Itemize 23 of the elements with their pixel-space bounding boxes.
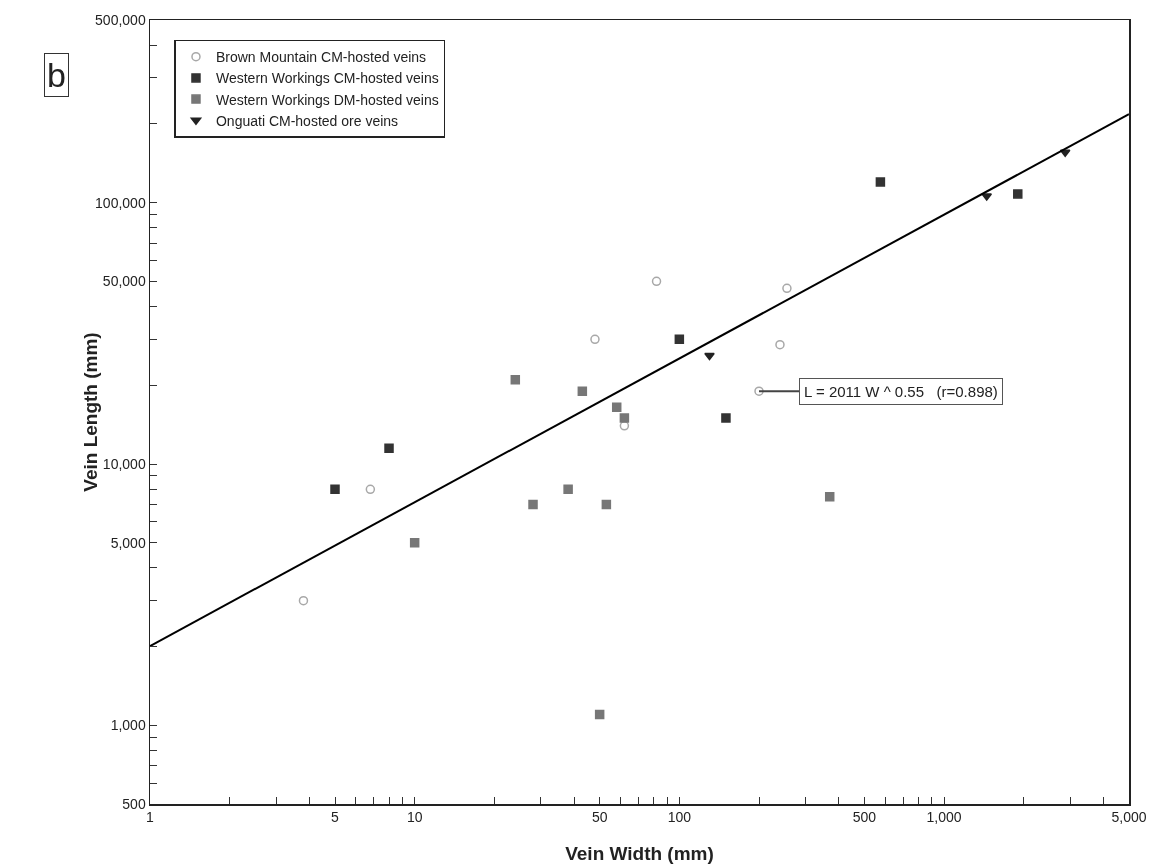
y-tick-label: 500,000 — [95, 11, 146, 28]
x-tick-label: 5,000 — [1111, 809, 1147, 826]
y-tick-label: 50,000 — [102, 273, 146, 290]
legend-label: Brown Mountain CM-hosted veins — [215, 49, 427, 66]
text: b — [47, 56, 66, 94]
legend-label: Onguati CM-hosted ore veins — [215, 112, 399, 129]
y-tick-label: 10,000 — [102, 455, 146, 472]
x-tick-label: 100 — [667, 809, 692, 826]
x-tick-label: 50 — [591, 809, 608, 826]
legend-label: Western Workings CM-hosted veins — [215, 70, 439, 87]
y-tick-label: 500 — [122, 795, 146, 812]
y-tick-label: 1,000 — [110, 717, 146, 734]
x-tick-label: 500 — [852, 809, 877, 826]
y-axis-title: Vein Length (mm) — [79, 332, 101, 492]
x-tick-label: 10 — [406, 809, 423, 826]
y-tick-label: 5,000 — [110, 534, 146, 551]
legend-label: Western Workings DM-hosted veins — [215, 91, 439, 108]
x-tick-label: 5 — [331, 809, 340, 826]
x-axis-title: Vein Width (mm) — [565, 843, 714, 864]
x-tick-label: 1,000 — [926, 809, 962, 826]
y-tick-label: 100,000 — [95, 194, 146, 211]
annotation: L = 2011 W ^ 0.55 (r=0.898) — [804, 383, 998, 400]
x-tick-label: 1 — [146, 809, 155, 826]
